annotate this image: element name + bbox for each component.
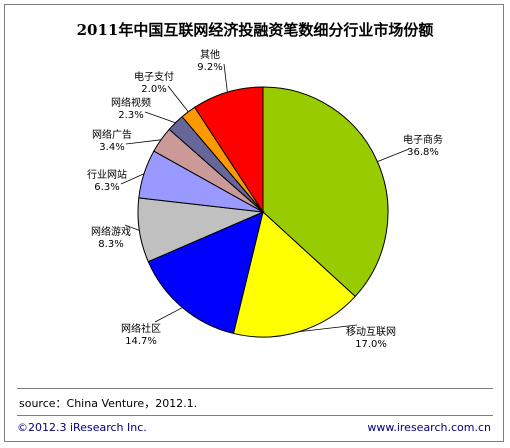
pie-slice bbox=[194, 86, 264, 214]
separator-line bbox=[17, 415, 493, 416]
slice-value-label: 3.4% bbox=[99, 142, 124, 153]
leader-line bbox=[299, 324, 358, 332]
slice-label: 网络广告 bbox=[92, 128, 132, 141]
slice-value-label: 9.2% bbox=[197, 62, 222, 73]
slice-value-label: 6.3% bbox=[94, 182, 119, 193]
pie-slice bbox=[147, 211, 264, 335]
slice-label: 网络社区 bbox=[121, 322, 161, 335]
slice-label: 网络视频 bbox=[111, 96, 151, 109]
separator-line bbox=[17, 388, 493, 389]
slice-label: 电子支付 bbox=[134, 70, 174, 83]
chart-frame: 2011年中国互联网经济投融资笔数细分行业市场份额 电子商务 36.8% 移动互联网… bbox=[4, 4, 504, 442]
leader-line bbox=[124, 224, 140, 231]
website-link[interactable]: www.iresearch.com.cn bbox=[367, 421, 491, 434]
slice-value-label: 8.3% bbox=[98, 239, 123, 250]
source-note: source：China Venture，2012.1. bbox=[19, 397, 198, 410]
slice-label: 其他 bbox=[200, 48, 220, 61]
leader-lines bbox=[120, 63, 410, 332]
pie-slices bbox=[137, 86, 389, 338]
slice-value-label: 2.3% bbox=[118, 110, 143, 121]
slice-value-label: 14.7% bbox=[125, 336, 157, 347]
slice-label: 行业网站 bbox=[87, 168, 127, 181]
slice-label: 网络游戏 bbox=[91, 225, 131, 238]
slice-value-label: 36.8% bbox=[407, 147, 439, 158]
slice-label: 电子商务 bbox=[403, 133, 443, 146]
slice-value-label: 17.0% bbox=[355, 339, 387, 350]
leader-line bbox=[144, 111, 176, 124]
leader-line bbox=[377, 148, 410, 163]
leader-line bbox=[154, 307, 183, 323]
pie-slice bbox=[232, 211, 356, 338]
slice-label: 移动互联网 bbox=[346, 325, 396, 338]
leader-line bbox=[120, 173, 145, 185]
chart-title: 2011年中国互联网经济投融资笔数细分行业市场份额 bbox=[76, 21, 434, 39]
slice-value-label: 2.0% bbox=[141, 84, 166, 95]
leader-line bbox=[223, 63, 228, 93]
leader-line bbox=[167, 85, 189, 113]
leader-line bbox=[125, 139, 162, 145]
copyright-text: ©2012.3 iResearch Inc. bbox=[17, 421, 147, 434]
